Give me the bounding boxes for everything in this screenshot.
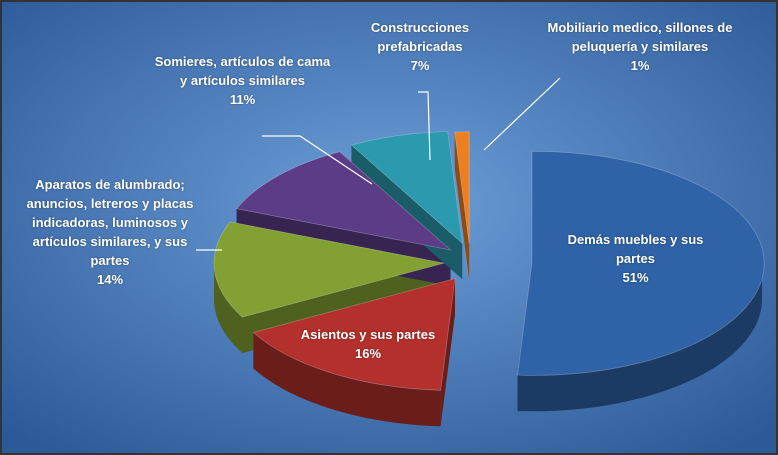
value-label: 1% xyxy=(630,58,650,73)
category-label: Mobiliario medico, sillones de peluquerí… xyxy=(547,20,733,54)
leader-lines xyxy=(196,77,561,251)
slice xyxy=(350,130,463,245)
slice-label: Construcciones prefabricadas 7% xyxy=(355,18,485,75)
value-label: 7% xyxy=(410,58,430,73)
value-label: 16% xyxy=(354,346,382,361)
value-label: 51% xyxy=(622,270,649,285)
slice-label: Mobiliario medico, sillones de peluquerí… xyxy=(540,18,740,75)
category-label: Demás muebles y sus partes xyxy=(567,232,704,266)
category-label: Somieres, artículos de cama y artículos … xyxy=(154,54,331,88)
slice xyxy=(454,131,470,244)
slice-label: Aparatos de alumbrado; anuncios, letrero… xyxy=(15,175,205,289)
slice xyxy=(235,151,452,251)
category-label: Construcciones prefabricadas xyxy=(370,20,470,54)
slice-rim xyxy=(253,332,441,427)
category-label: Aparatos de alumbrado; anuncios, letrero… xyxy=(26,177,194,268)
slice xyxy=(517,150,765,376)
leader-line xyxy=(483,77,561,151)
slice-label: Asientos y sus partes 16% xyxy=(268,325,468,363)
slice-rim xyxy=(214,263,243,354)
slice-label: Somieres, artículos de cama y artículos … xyxy=(150,52,335,109)
leader-line xyxy=(418,91,431,161)
slice xyxy=(252,278,456,391)
value-label: 11% xyxy=(229,92,256,107)
slice xyxy=(213,221,445,318)
slice-rim xyxy=(517,263,762,412)
category-label: Asientos y sus partes xyxy=(300,327,436,342)
leader-line xyxy=(262,135,373,185)
slice-side xyxy=(454,132,470,280)
value-label: 14% xyxy=(96,272,124,287)
slice-label: Demás muebles y sus partes 51% xyxy=(548,230,723,287)
